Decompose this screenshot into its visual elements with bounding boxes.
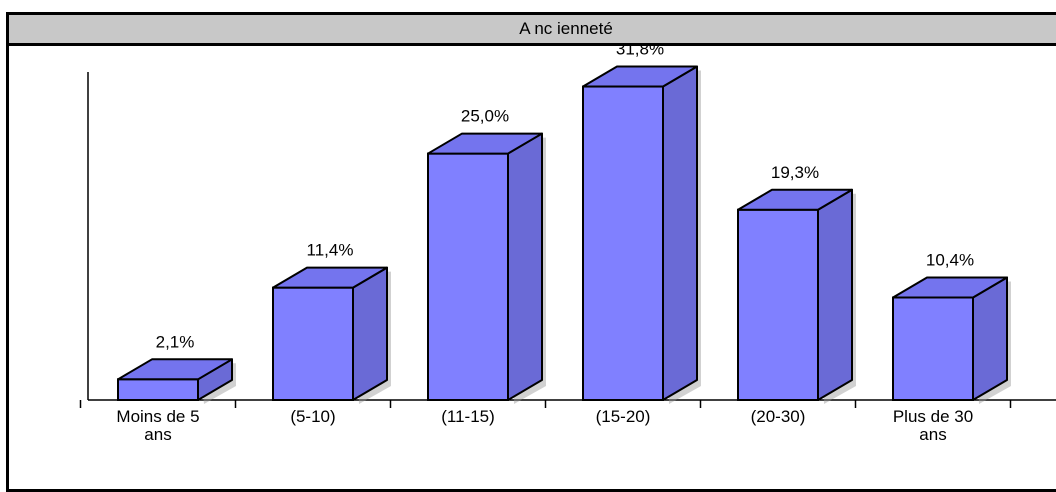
chart-frame: A nc ienneté bbox=[6, 12, 1056, 492]
category-label: (11-15) bbox=[441, 407, 495, 426]
bar-side bbox=[352, 266, 388, 401]
data-label: 25,0% bbox=[461, 107, 509, 126]
category-label: (20-30) bbox=[751, 407, 806, 426]
category-label: (15-20) bbox=[596, 407, 651, 426]
data-label: 11,4% bbox=[307, 241, 354, 260]
bar-top bbox=[582, 65, 698, 88]
bar-side bbox=[972, 276, 1008, 401]
bar-top bbox=[892, 276, 1008, 299]
bar-top bbox=[427, 132, 543, 155]
chart-title-bar: A nc ienneté bbox=[9, 15, 1056, 46]
bar-top bbox=[737, 188, 853, 211]
bar-top bbox=[117, 358, 233, 381]
category-label: ans bbox=[919, 425, 946, 444]
chart-title: A nc ienneté bbox=[519, 19, 613, 38]
data-label: 19,3% bbox=[771, 163, 819, 182]
bar-front bbox=[117, 378, 199, 401]
bar-side bbox=[662, 65, 698, 401]
bar-front bbox=[737, 208, 819, 401]
bar-front bbox=[427, 152, 509, 401]
data-label: 31,8% bbox=[616, 40, 664, 59]
bar-side bbox=[507, 132, 543, 401]
data-label: 10,4% bbox=[926, 250, 974, 269]
bar-side bbox=[817, 188, 853, 401]
category-label: Plus de 30 bbox=[893, 407, 973, 426]
bar-top bbox=[272, 266, 388, 289]
data-label: 2,1% bbox=[156, 332, 195, 351]
bar-front bbox=[582, 85, 664, 402]
category-label: (5-10) bbox=[290, 407, 335, 426]
bar-front bbox=[892, 296, 974, 401]
bar-front bbox=[272, 286, 354, 401]
category-label: Moins de 5 bbox=[116, 407, 199, 426]
category-label: ans bbox=[144, 425, 171, 444]
